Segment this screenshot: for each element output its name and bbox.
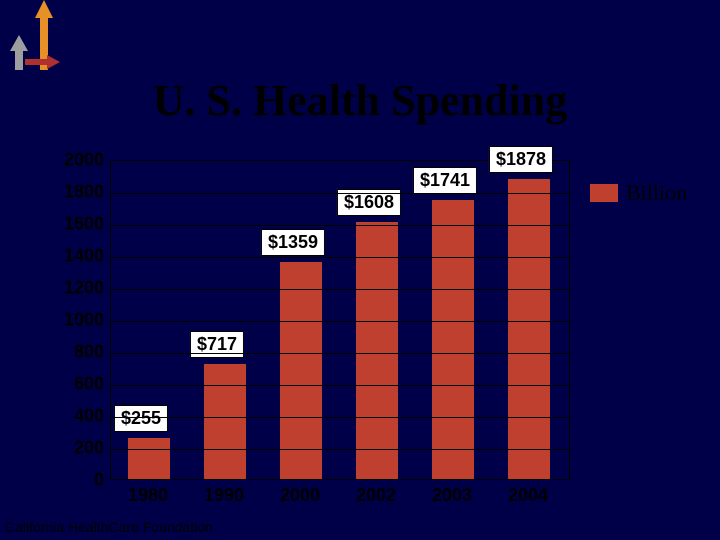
y-tick: 1600 — [50, 214, 110, 235]
bar — [508, 179, 550, 479]
value-label: $255 — [114, 405, 168, 432]
bar — [204, 364, 246, 479]
bar — [432, 200, 474, 479]
gridline — [111, 353, 569, 354]
y-tick: 800 — [50, 342, 110, 363]
gridline — [111, 417, 569, 418]
legend: Billion — [590, 180, 687, 206]
bars-container: $255$717$1359$1608$1741$1878 — [111, 161, 569, 479]
page-title: U. S. Health Spending — [0, 75, 720, 126]
chart: 0 200 400 600 800 1000 1200 1400 1600 1800 2000 $2… — [50, 160, 670, 530]
y-tick: 2000 — [50, 150, 110, 171]
x-tick: 1980 — [110, 485, 186, 506]
gridline — [111, 449, 569, 450]
x-tick: 2002 — [338, 485, 414, 506]
gridline — [111, 257, 569, 258]
legend-label: Billion — [626, 180, 687, 206]
footer-text: California HealthCare Foundation — [5, 519, 213, 535]
y-tick: 200 — [50, 438, 110, 459]
x-tick: 1990 — [186, 485, 262, 506]
gridline — [111, 385, 569, 386]
nav-arrows — [5, 0, 65, 75]
y-tick: 1800 — [50, 182, 110, 203]
x-axis: 198019902000200220032004 — [110, 485, 570, 515]
y-tick: 600 — [50, 374, 110, 395]
bar — [128, 438, 170, 479]
gridline — [111, 289, 569, 290]
y-tick: 1000 — [50, 310, 110, 331]
value-label: $1878 — [489, 146, 553, 173]
y-tick: 1200 — [50, 278, 110, 299]
y-tick: 1400 — [50, 246, 110, 267]
bar — [356, 222, 398, 479]
arrow-right-red-icon[interactable] — [25, 55, 60, 69]
value-label: $1359 — [261, 229, 325, 256]
x-tick: 2003 — [414, 485, 490, 506]
x-tick: 2004 — [490, 485, 566, 506]
y-axis: 0200400600800100012001400160018002000 — [50, 160, 110, 480]
bar — [280, 262, 322, 479]
y-tick: 400 — [50, 406, 110, 427]
x-tick: 2000 — [262, 485, 338, 506]
plot-area: $255$717$1359$1608$1741$1878 — [110, 160, 570, 480]
gridline — [111, 321, 569, 322]
gridline — [111, 225, 569, 226]
legend-swatch — [590, 184, 618, 202]
gridline — [111, 193, 569, 194]
value-label: $717 — [190, 331, 244, 358]
y-tick: 0 — [50, 470, 110, 491]
value-label: $1741 — [413, 167, 477, 194]
